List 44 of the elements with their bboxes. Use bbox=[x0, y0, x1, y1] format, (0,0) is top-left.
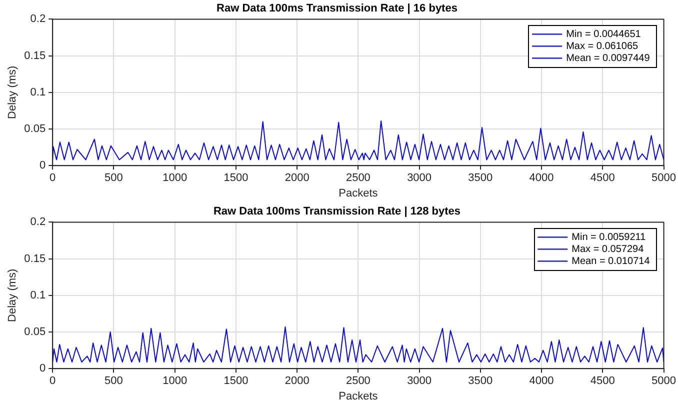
x-tick-label: 1500 bbox=[224, 172, 248, 184]
legend-label: Min = 0.0044651 bbox=[566, 28, 642, 40]
x-tick-label: 5000 bbox=[652, 172, 676, 184]
legend-label: Min = 0.0059211 bbox=[572, 232, 646, 243]
y-tick-label: 0.2 bbox=[30, 13, 46, 26]
y-axis-title: Delay (ms) bbox=[6, 268, 19, 322]
x-tick-label: 4000 bbox=[529, 172, 554, 184]
y-tick-label: 0.15 bbox=[24, 50, 46, 62]
x-axis-title: Packets bbox=[338, 390, 378, 402]
x-tick-label: 2500 bbox=[346, 172, 370, 184]
x-axis-title: Packets bbox=[338, 187, 378, 200]
x-tick-label: 1500 bbox=[224, 375, 248, 388]
y-tick-label: 0.05 bbox=[24, 123, 46, 136]
x-tick-label: 0 bbox=[50, 375, 56, 388]
y-tick-label: 0.1 bbox=[30, 289, 46, 302]
chart-title: Raw Data 100ms Transmission Rate | 128 bytes bbox=[213, 206, 461, 218]
x-tick-label: 3500 bbox=[468, 172, 493, 184]
y-axis-title: Delay (ms) bbox=[6, 66, 19, 119]
x-tick-label: 500 bbox=[104, 172, 123, 184]
x-tick-label: 0 bbox=[50, 172, 56, 184]
x-tick-label: 2000 bbox=[284, 172, 310, 184]
legend-label: Max = 0.057294 bbox=[572, 244, 644, 255]
legend-label: Max = 0.061065 bbox=[566, 40, 639, 52]
legend-label: Mean = 0.010714 bbox=[572, 256, 650, 267]
y-tick-label: 0.1 bbox=[30, 86, 46, 98]
x-tick-label: 5000 bbox=[652, 375, 676, 388]
y-tick-label: 0.2 bbox=[30, 216, 46, 228]
x-tick-label: 1000 bbox=[162, 172, 188, 184]
x-tick-label: 2500 bbox=[346, 375, 370, 388]
x-tick-label: 500 bbox=[104, 375, 123, 388]
x-tick-label: 1000 bbox=[162, 375, 188, 388]
x-tick-label: 4500 bbox=[590, 375, 615, 388]
x-tick-label: 3000 bbox=[407, 172, 432, 184]
y-tick-label: 0 bbox=[39, 362, 46, 375]
x-tick-label: 3000 bbox=[407, 375, 432, 388]
x-tick-label: 4000 bbox=[529, 375, 554, 388]
x-tick-label: 2000 bbox=[284, 375, 310, 388]
chart-title: Raw Data 100ms Transmission Rate | 16 bytes bbox=[216, 2, 458, 15]
x-tick-label: 4500 bbox=[590, 172, 615, 184]
y-tick-label: 0.15 bbox=[24, 252, 46, 265]
x-tick-label: 3500 bbox=[468, 375, 493, 388]
y-tick-label: 0.05 bbox=[24, 326, 46, 338]
y-tick-label: 0 bbox=[39, 160, 46, 172]
legend-label: Mean = 0.0097449 bbox=[566, 52, 650, 64]
